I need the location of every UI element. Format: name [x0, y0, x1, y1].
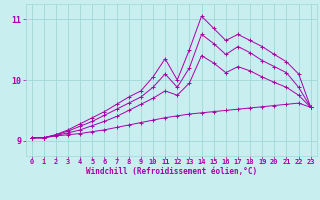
X-axis label: Windchill (Refroidissement éolien,°C): Windchill (Refroidissement éolien,°C): [86, 167, 257, 176]
